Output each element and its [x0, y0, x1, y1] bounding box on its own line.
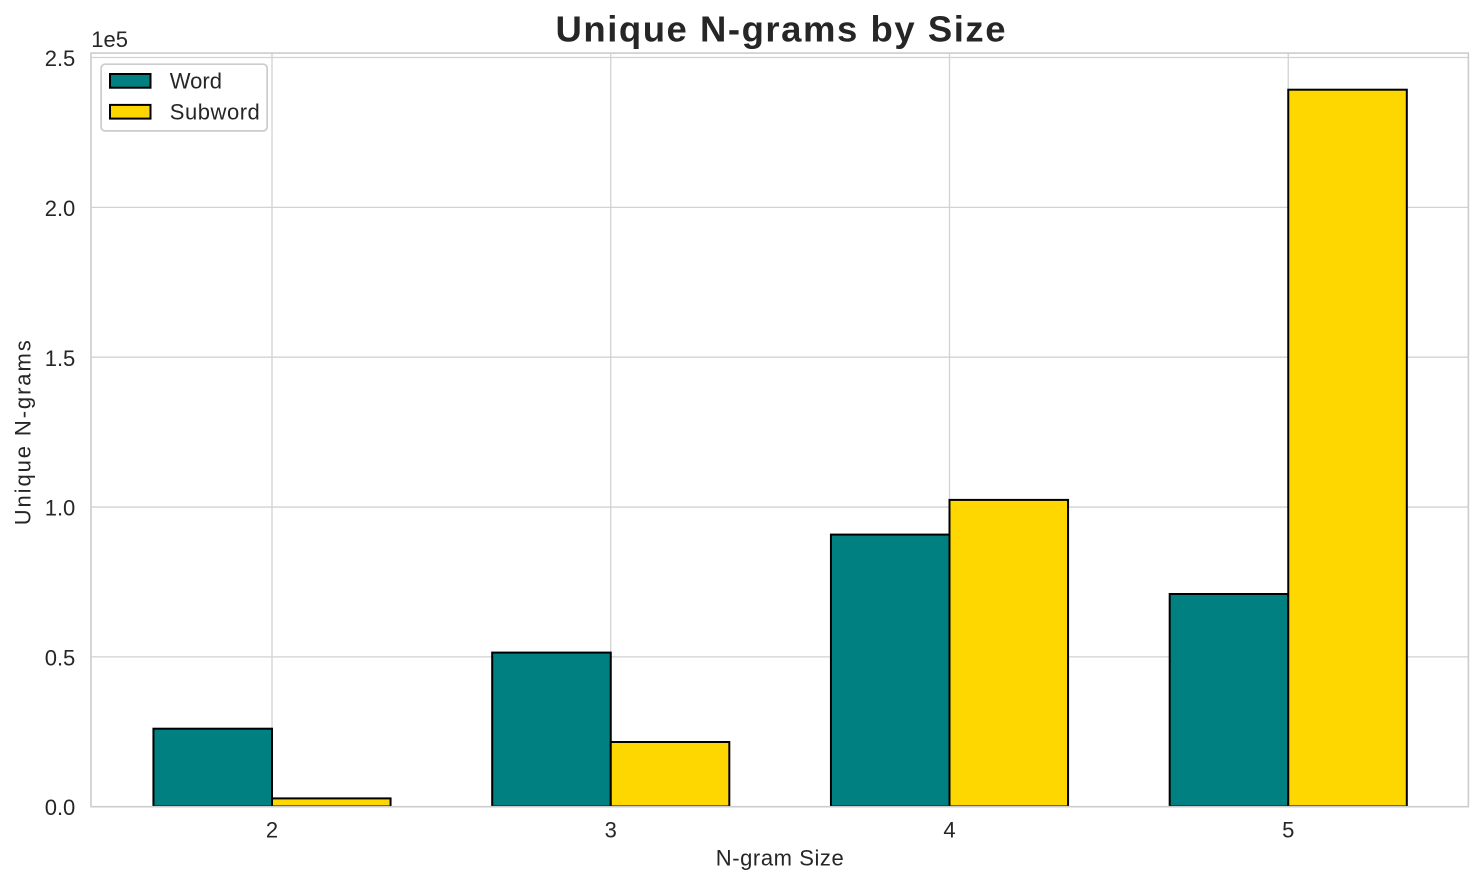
- svg-text:1.0: 1.0: [45, 496, 76, 521]
- svg-text:5: 5: [1282, 818, 1294, 843]
- svg-text:1e5: 1e5: [91, 27, 128, 52]
- svg-text:4: 4: [943, 818, 955, 843]
- svg-text:Word: Word: [170, 69, 222, 94]
- svg-text:2: 2: [266, 818, 278, 843]
- svg-text:2.5: 2.5: [45, 46, 76, 71]
- svg-text:0.5: 0.5: [45, 645, 76, 670]
- svg-text:Unique N-grams by Size: Unique N-grams by Size: [556, 9, 1006, 50]
- svg-text:0.0: 0.0: [45, 795, 76, 820]
- svg-text:2.0: 2.0: [45, 196, 76, 221]
- svg-text:Unique N-grams: Unique N-grams: [11, 340, 36, 525]
- svg-text:1.5: 1.5: [45, 346, 76, 371]
- svg-text:3: 3: [605, 818, 617, 843]
- svg-text:Subword: Subword: [170, 100, 260, 125]
- svg-text:N-gram Size: N-gram Size: [716, 845, 844, 870]
